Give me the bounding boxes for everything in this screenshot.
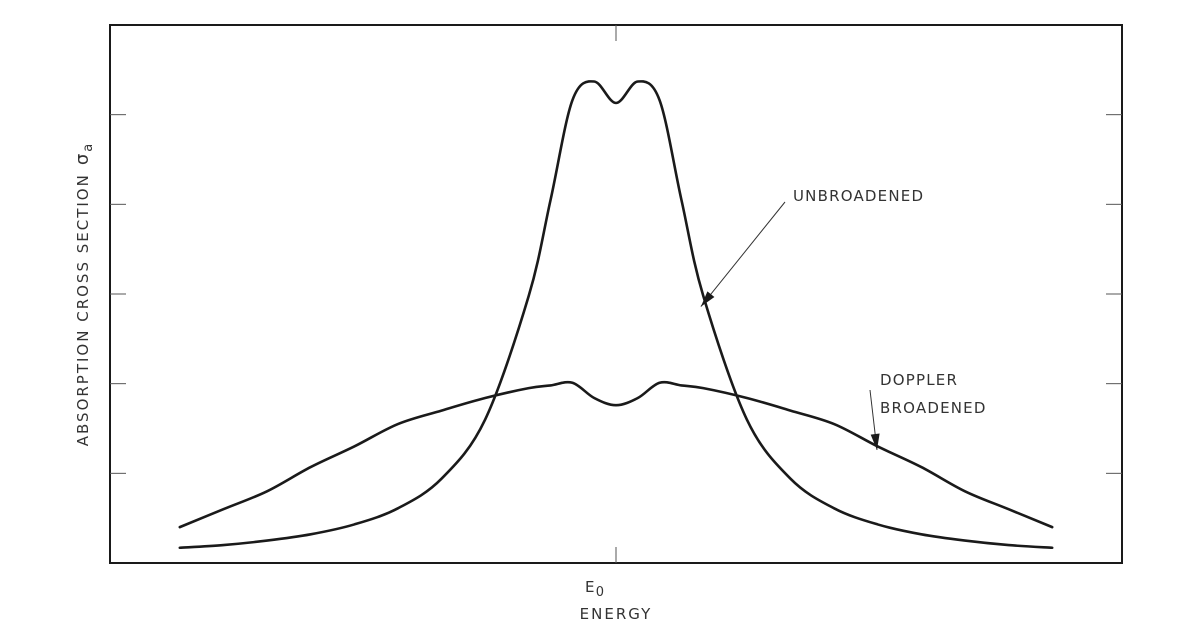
- x-axis-title: ENERGY: [580, 605, 653, 623]
- pointer-unbroadened-arrowhead: [700, 291, 715, 307]
- annotation-unbroadened: UNBROADENED: [793, 187, 924, 205]
- plot-frame: [109, 24, 1123, 564]
- pointer-doppler-arrowhead: [870, 433, 880, 450]
- x-tick-label: E0: [585, 578, 605, 600]
- curve-unbroadened: [178, 80, 1054, 550]
- y-axis-symbol: σ: [72, 152, 93, 165]
- x-tick-subscript: 0: [596, 585, 605, 600]
- axis-ticks: [110, 25, 1122, 563]
- pointer-unbroadened-line: [700, 201, 786, 307]
- annotation-arrows: [700, 201, 880, 451]
- curves: [178, 80, 1054, 550]
- x-tick-letter: E: [585, 578, 596, 596]
- annotation-broadened: BROADENED: [880, 399, 987, 417]
- y-axis-subscript: a: [81, 142, 96, 152]
- annotation-doppler: DOPPLER: [880, 371, 958, 389]
- curve-doppler-broadened: [178, 380, 1054, 529]
- y-axis-title: ABSORPTION CROSS SECTION σa: [72, 142, 96, 446]
- y-axis-title-text: ABSORPTION CROSS SECTION: [74, 173, 92, 446]
